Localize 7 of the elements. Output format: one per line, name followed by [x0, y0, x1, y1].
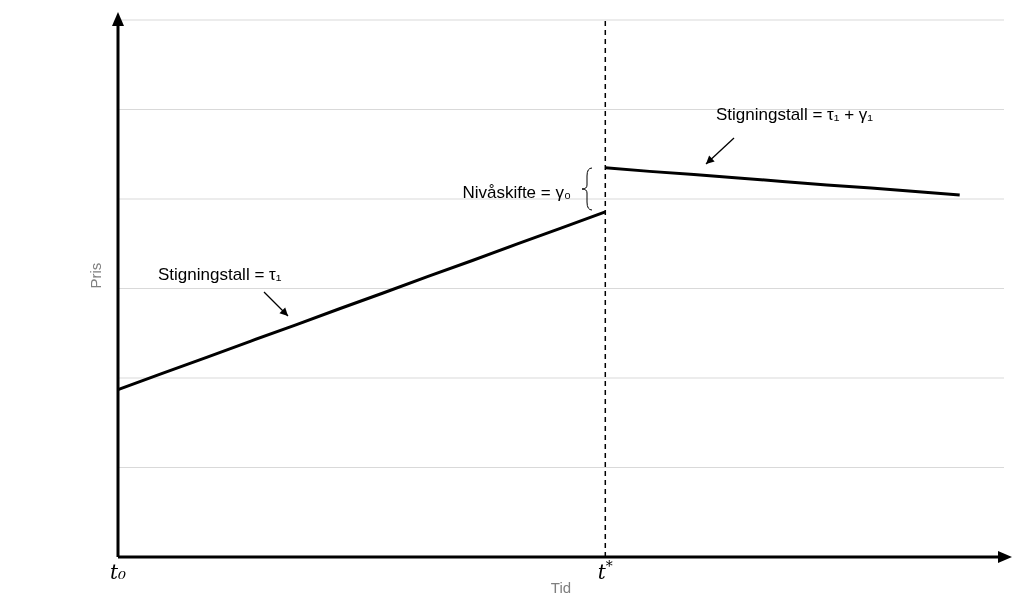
y-axis-title: Pris	[87, 262, 105, 289]
annotation: Nivåskifte = γ₀	[462, 183, 571, 202]
annotation: Stigningstall = τ₁	[158, 265, 282, 284]
text: Stigningstall = τ₁ + γ₁	[716, 105, 874, 124]
x-tick-label: t$^{*}$	[597, 558, 613, 584]
x-axis-title: Tid	[550, 579, 572, 596]
x-tick-label: t₀	[109, 560, 127, 584]
